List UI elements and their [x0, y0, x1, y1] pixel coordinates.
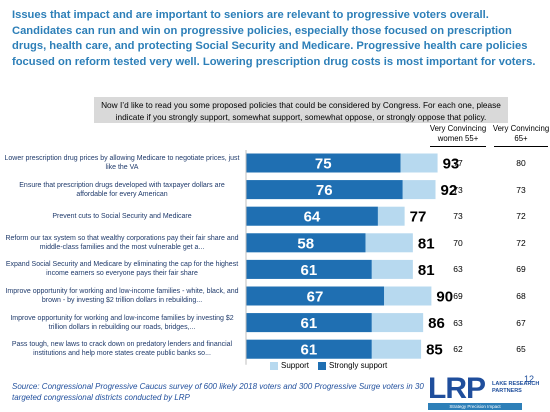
- column-header-age65-label: Very Convincing 65+: [492, 124, 550, 143]
- strong-support-label: 64: [304, 209, 321, 226]
- support-total-label: 85: [426, 342, 443, 359]
- page-number: 12: [524, 374, 535, 384]
- column-header-women55-label: Very Convincing women 55+: [429, 124, 487, 143]
- women55-value: 70: [453, 237, 463, 248]
- column-header-women55: Very Convincing women 55+: [428, 124, 488, 144]
- lrp-logo-tagline: Strategy Precision Impact: [428, 403, 522, 410]
- women55-value: 73: [453, 211, 463, 222]
- column-rule-women55: [430, 146, 486, 147]
- lrp-logo: LRP: [428, 372, 486, 405]
- statement-label: Reform our tax system so that wealthy co…: [5, 234, 239, 251]
- support-total-label: 77: [410, 209, 427, 226]
- statement-label: Pass tough, new laws to crack down on pr…: [11, 341, 233, 358]
- statement-label: Ensure that prescription drugs developed…: [19, 181, 225, 198]
- legend-strong-swatch: [318, 362, 326, 370]
- age65-value: 72: [516, 237, 526, 248]
- strong-support-label: 75: [315, 156, 332, 173]
- strong-support-label: 61: [300, 315, 317, 332]
- support-total-label: 81: [418, 262, 435, 279]
- strong-support-bar: [246, 180, 403, 200]
- age65-value: 68: [516, 291, 526, 301]
- support-total-label: 93: [443, 156, 460, 173]
- strong-support-label: 67: [307, 289, 324, 306]
- strong-support-bar: [246, 339, 372, 359]
- strong-support-label: 76: [316, 182, 333, 199]
- strong-support-bar: [246, 286, 385, 306]
- strong-support-bar: [246, 233, 366, 253]
- age65-value: 80: [516, 158, 526, 168]
- legend-strong-label: Strongly support: [329, 361, 388, 370]
- statement-label: Expand Social Security and Medicare by e…: [5, 261, 239, 278]
- women55-value: 63: [453, 317, 463, 328]
- support-total-label: 86: [428, 315, 445, 332]
- statement-label: Improve opportunity for working and low-…: [5, 288, 239, 304]
- statement-label: Improve opportunity for working and low-…: [10, 314, 234, 331]
- support-total-label: 90: [436, 289, 453, 306]
- support-total-label: 92: [441, 182, 458, 199]
- women55-value: 63: [453, 264, 463, 275]
- age65-value: 73: [516, 184, 526, 195]
- women55-value: 73: [453, 184, 463, 195]
- age65-value: 69: [516, 264, 526, 275]
- column-header-age65: Very Convincing 65+: [492, 124, 550, 144]
- statement-label: Prevent cuts to Social Security and Medi…: [52, 212, 192, 220]
- statement-label: Lower prescription drug prices by allowi…: [4, 155, 240, 171]
- question-prompt: Now I’d like to read you some proposed p…: [94, 97, 508, 123]
- column-rule-age65: [494, 146, 548, 147]
- age65-value: 65: [516, 344, 526, 355]
- strong-support-bar: [246, 313, 372, 333]
- women55-value: 62: [453, 344, 463, 355]
- strong-support-label: 61: [300, 342, 317, 359]
- support-total-label: 81: [418, 235, 435, 252]
- legend-support-swatch: [270, 362, 278, 370]
- strong-support-label: 61: [300, 262, 317, 279]
- strong-support-bar: [246, 153, 401, 173]
- strong-support-label: 58: [297, 235, 314, 252]
- strong-support-bar: [246, 259, 372, 279]
- women55-value: 69: [453, 291, 463, 301]
- age65-value: 67: [516, 317, 526, 328]
- lrp-logo-subtitle: LAKE RESEARCH PARTNERS: [492, 381, 540, 394]
- headline: Issues that impact and are important to …: [12, 9, 536, 68]
- age65-value: 72: [516, 211, 526, 222]
- strong-support-bar: [246, 206, 378, 226]
- women55-value: 77: [453, 158, 463, 168]
- legend-support-label: Support: [281, 361, 310, 370]
- source-note: Source: Congressional Progressive Caucus…: [12, 382, 424, 402]
